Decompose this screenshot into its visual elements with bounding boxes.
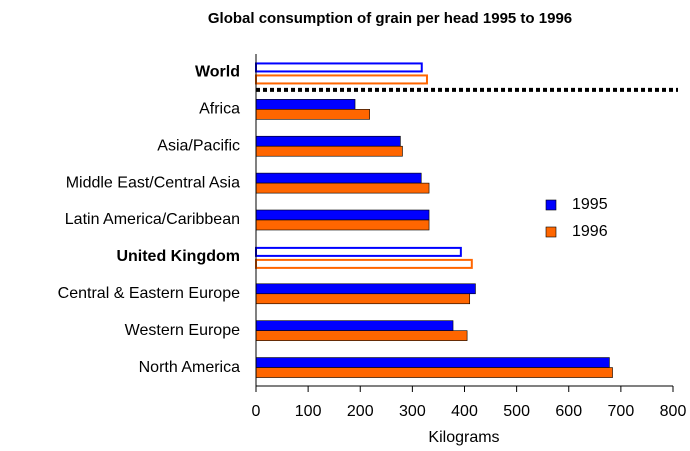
bar: [255, 330, 468, 341]
bar: [255, 357, 610, 368]
y-tick-label: Asia/Pacific: [157, 137, 240, 154]
bar: [255, 74, 428, 85]
legend-label: 1995: [572, 196, 608, 213]
bar: [255, 320, 454, 331]
bar: [255, 135, 401, 147]
bar: [255, 293, 471, 305]
bar: [255, 258, 473, 269]
bar: [255, 109, 370, 120]
legend-label: 1996: [572, 223, 608, 240]
legend-swatch: [545, 199, 557, 211]
y-tick-label: Middle East/Central Asia: [66, 174, 240, 191]
x-tick-label: 200: [347, 403, 374, 420]
x-tick-label: 100: [295, 403, 322, 420]
chart-title: Global consumption of grain per head 199…: [208, 10, 572, 27]
x-tick-label: 400: [451, 403, 478, 420]
y-tick-label: Latin America/Caribbean: [65, 211, 240, 228]
y-tick-label: Western Europe: [125, 322, 240, 339]
x-tick-label: 300: [399, 403, 426, 420]
x-tick-label: 0: [252, 403, 261, 420]
bar: [255, 246, 462, 257]
bar: [255, 145, 403, 157]
x-tick-label: 500: [503, 403, 530, 420]
bar: [255, 367, 613, 378]
x-axis-label: Kilograms: [428, 429, 499, 446]
bar: [255, 283, 476, 295]
x-tick-label: 600: [555, 403, 582, 420]
y-tick-label: North America: [139, 359, 240, 376]
y-tick-label: Central & Eastern Europe: [58, 285, 240, 302]
bar: [255, 182, 430, 194]
x-tick-label: 700: [608, 403, 635, 420]
bar: [255, 172, 422, 184]
y-tick-label: United Kingdom: [116, 248, 240, 265]
bar: [255, 219, 430, 231]
y-tick-label: Africa: [199, 101, 240, 118]
y-tick-label: World: [195, 64, 240, 81]
bar: [255, 62, 423, 73]
x-tick-label: 800: [660, 403, 687, 420]
legend-swatch: [545, 226, 557, 238]
bar: [255, 209, 430, 221]
bar: [255, 99, 356, 110]
